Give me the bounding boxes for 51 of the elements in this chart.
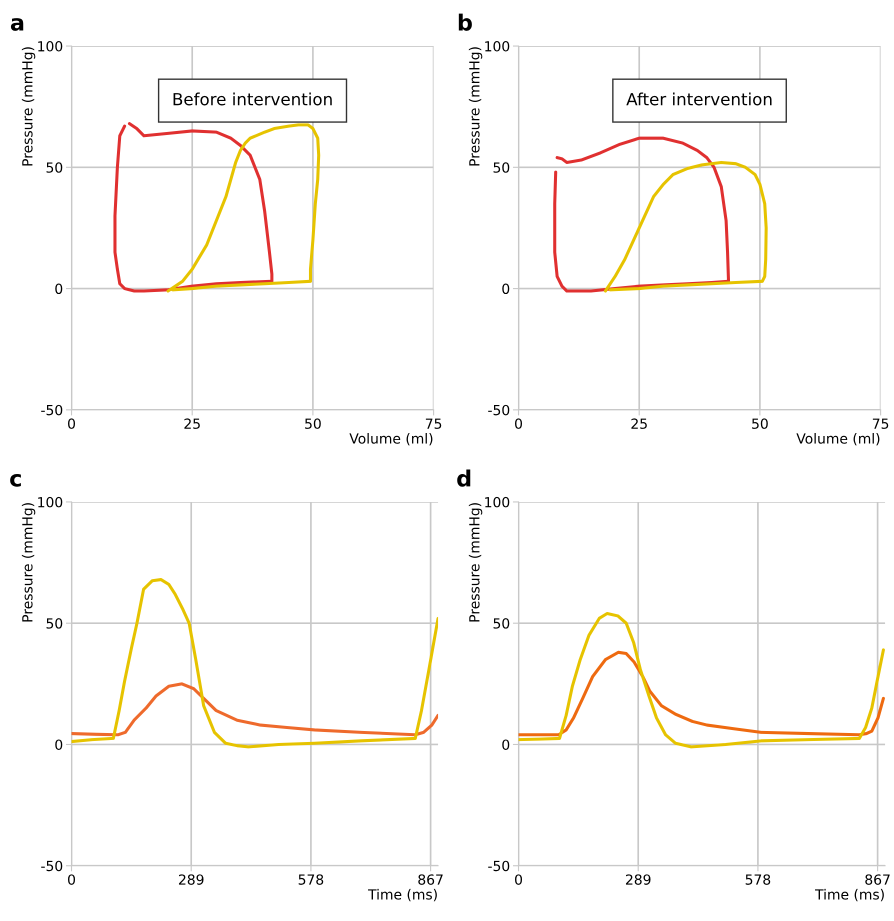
- text: b: [458, 14, 472, 31]
- y-axis-title: Pressure (mmHg): [468, 503, 482, 622]
- annotation: Before intervention: [174, 92, 332, 106]
- x-tick-label: 289: [178, 874, 204, 885]
- y-tick-label: -50: [41, 860, 62, 872]
- y-tick-label: -50: [41, 404, 62, 416]
- line-series: [113, 122, 274, 293]
- y-axis-title: Pressure (mmHg): [22, 503, 36, 622]
- y-tick-label: 0: [502, 739, 510, 750]
- x-tick-label: 75: [872, 418, 888, 429]
- x-tick-label: 0: [68, 418, 76, 429]
- x-axis-title: Volume (ml): [349, 433, 432, 446]
- x-axis-title: Time (ms): [368, 888, 437, 902]
- y-tick-label: 100: [38, 496, 62, 508]
- x-tick-label: 0: [68, 874, 76, 885]
- y-tick-label: 0: [502, 284, 510, 294]
- y-tick-label: -50: [488, 404, 510, 416]
- y-axis-title: Pressure (mmHg): [22, 47, 36, 166]
- x-axis-title: Time (ms): [815, 888, 884, 902]
- line-series: [518, 650, 885, 736]
- x-tick-label: 867: [418, 874, 443, 885]
- y-tick-label: 50: [46, 618, 62, 629]
- y-tick-label: 50: [46, 162, 62, 173]
- x-tick-label: 289: [626, 874, 650, 885]
- x-tick-label: 867: [865, 874, 890, 885]
- x-tick-label: 50: [752, 418, 768, 429]
- text: c: [10, 474, 21, 487]
- x-tick-label: 0: [515, 874, 522, 885]
- line-series: [166, 123, 320, 293]
- y-tick-label: 0: [55, 739, 62, 750]
- x-axis-title: Volume (ml): [796, 433, 880, 446]
- y-tick-label: -50: [488, 860, 510, 872]
- x-tick-label: 75: [426, 418, 442, 429]
- y-axis-title: Pressure (mmHg): [468, 47, 482, 166]
- text: a: [10, 18, 24, 31]
- x-tick-label: 25: [184, 418, 200, 429]
- line-series: [72, 682, 438, 736]
- y-tick-label: 50: [494, 162, 510, 173]
- x-tick-label: 25: [631, 418, 647, 429]
- text: d: [457, 470, 470, 487]
- y-tick-label: 50: [494, 618, 510, 629]
- x-tick-label: 50: [305, 418, 321, 429]
- line-series: [604, 160, 768, 293]
- x-tick-label: 578: [298, 874, 324, 885]
- y-tick-label: 100: [38, 41, 62, 52]
- x-tick-label: 0: [515, 418, 522, 429]
- y-tick-label: 100: [485, 41, 510, 52]
- annotation: After intervention: [626, 92, 772, 106]
- x-tick-label: 578: [746, 874, 770, 885]
- y-tick-label: 0: [55, 284, 62, 294]
- y-tick-label: 100: [485, 496, 510, 508]
